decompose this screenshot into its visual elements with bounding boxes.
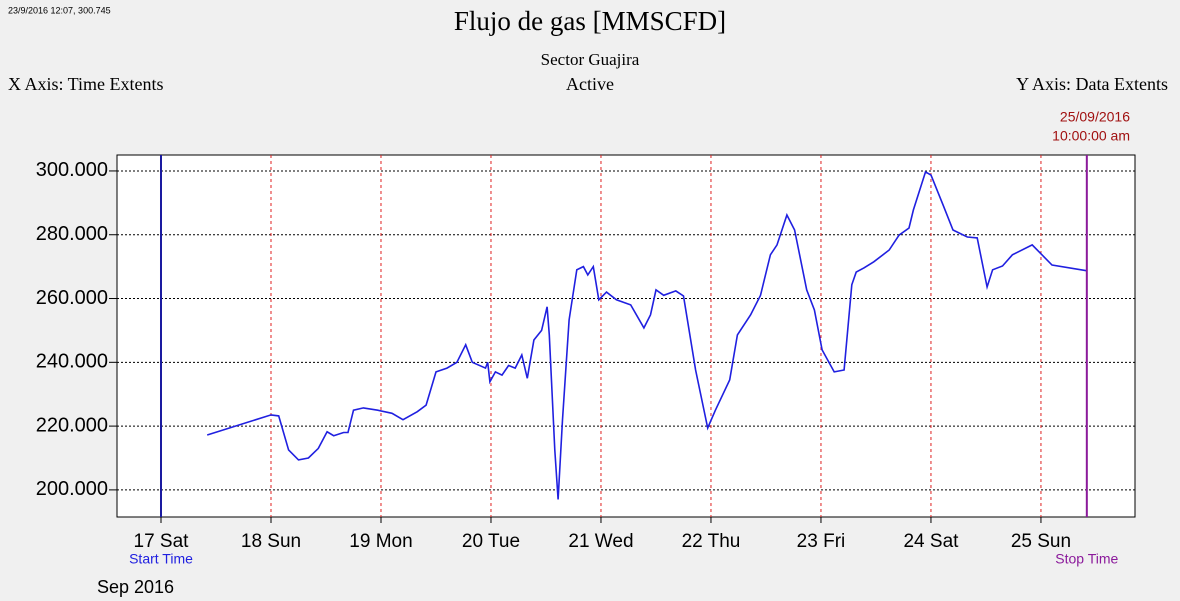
y-tick-label: 260.000	[36, 287, 108, 309]
x-tick-label: 22 Thu	[682, 531, 741, 552]
y-tick-label: 200.000	[36, 478, 108, 500]
x-axis-label: Sep 2016	[97, 577, 174, 597]
stop-date: 25/09/2016	[1060, 109, 1130, 125]
y-tick-label: 300.000	[36, 159, 108, 181]
y-tick-label: 240.000	[36, 351, 108, 373]
chart-title: Flujo de gas [MMSCFD]	[454, 6, 726, 36]
x-tick-label: 23 Fri	[797, 531, 846, 552]
time-cursor-label: Stop Time	[1055, 551, 1118, 567]
time-cursor-label: Start Time	[129, 551, 193, 567]
x-tick-label: 17 Sat	[134, 531, 190, 552]
x-tick-label: 25 Sun	[1011, 531, 1071, 552]
y-tick-label: 220.000	[36, 414, 108, 436]
x-tick-label: 24 Sat	[903, 531, 959, 552]
x-tick-label: 20 Tue	[462, 531, 520, 552]
y-tick-label: 280.000	[36, 223, 108, 245]
x-tick-label: 21 Wed	[568, 531, 633, 552]
annotation: 23/9/2016 12:07, 300.745	[8, 5, 111, 15]
data-line	[206, 170, 1088, 500]
y-axis-mode: Y Axis: Data Extents	[1016, 74, 1168, 94]
x-axis-mode: X Axis: Time Extents	[8, 74, 164, 94]
plot-area	[116, 154, 1136, 518]
x-tick-label: 18 Sun	[241, 531, 301, 552]
subtitle: Sector Guajira	[541, 50, 640, 69]
stop-clock: 10:00:00 am	[1052, 128, 1130, 144]
x-tick-label: 19 Mon	[349, 531, 412, 552]
status: Active	[566, 74, 614, 94]
